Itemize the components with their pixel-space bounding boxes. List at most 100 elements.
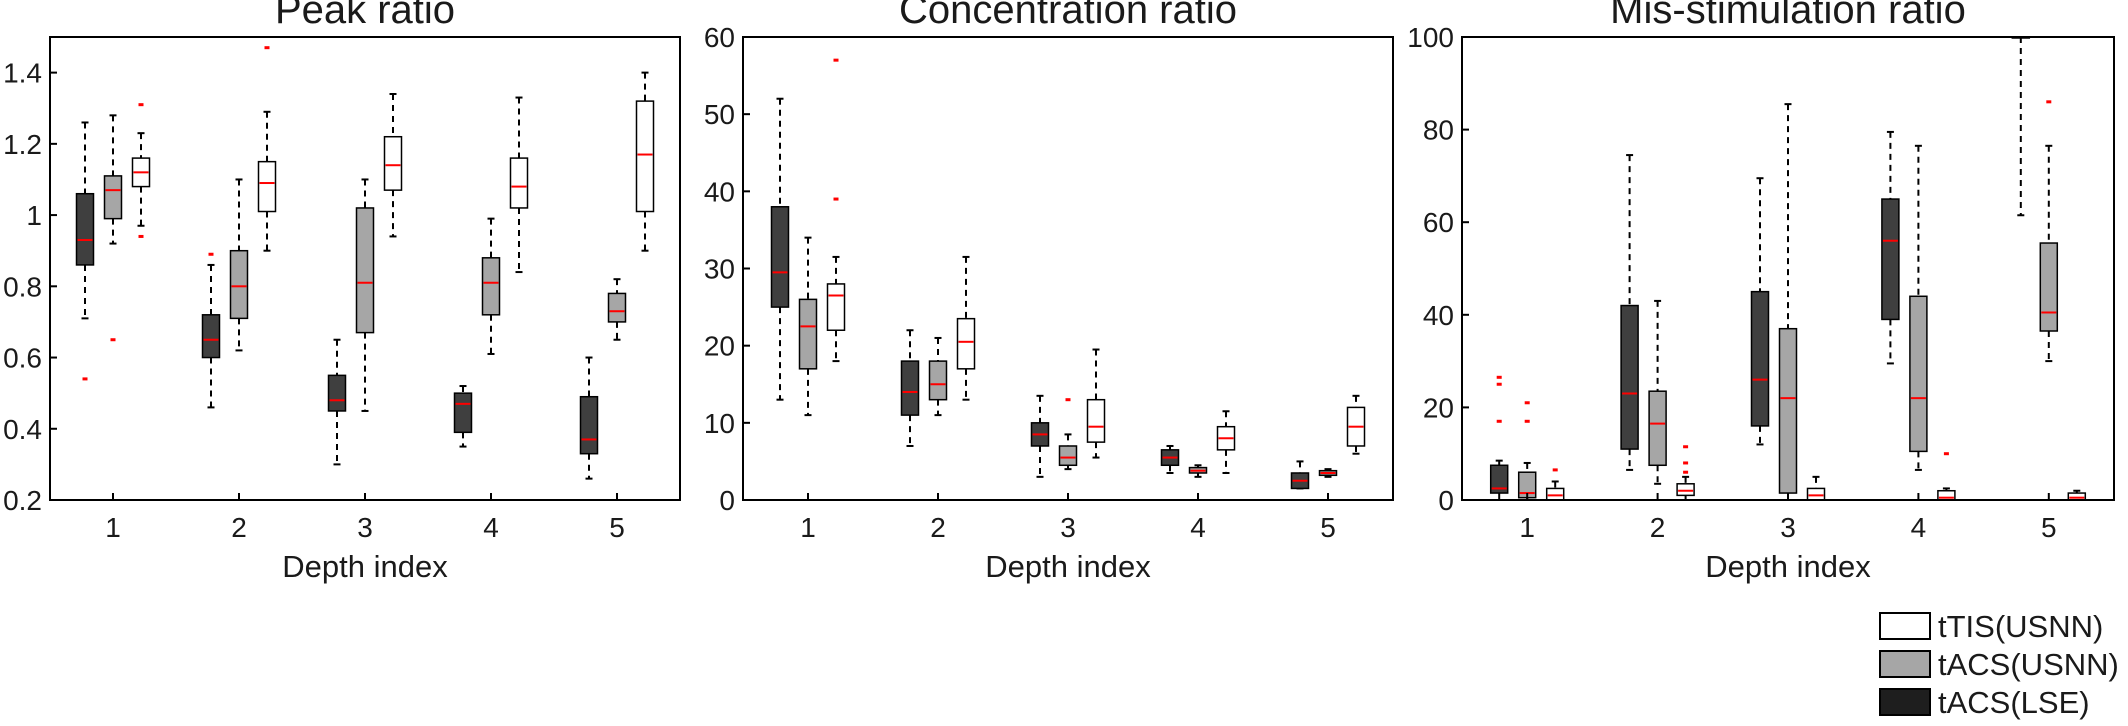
box-tacs-usnn-depth-3 xyxy=(1778,103,1798,501)
iqr-box xyxy=(1086,398,1106,443)
x-tick-label: 5 xyxy=(609,512,625,543)
iqr-box xyxy=(1881,198,1900,321)
x-tick-label: 2 xyxy=(1650,512,1666,543)
box-tacs-lse-depth-1 xyxy=(75,121,95,381)
box-ttis-usnn-depth-5 xyxy=(2067,489,2087,501)
iqr-box xyxy=(1676,483,1695,497)
legend-label: tACS(USNN) xyxy=(1938,647,2119,682)
box-ttis-usnn-depth-5 xyxy=(635,71,655,252)
box-tacs-usnn-depth-2 xyxy=(928,336,948,417)
box-ttis-usnn-depth-2 xyxy=(956,255,976,401)
x-tick-label: 3 xyxy=(1060,512,1076,543)
outlier-point xyxy=(833,197,839,201)
outlier-point xyxy=(82,377,88,381)
legend-label: tACS(LSE) xyxy=(1938,685,2090,720)
outlier-point xyxy=(1683,470,1689,474)
x-tick-label: 4 xyxy=(1911,512,1927,543)
x-tick-label: 3 xyxy=(1780,512,1796,543)
outlier-point xyxy=(208,252,214,256)
outlier-point xyxy=(138,103,144,107)
iqr-box xyxy=(2067,492,2087,501)
box-tacs-lse-depth-4 xyxy=(453,385,473,448)
box-tacs-usnn-depth-5 xyxy=(1318,468,1338,478)
panel-title: Mis-stimulation ratio xyxy=(1610,0,1966,32)
box-ttis-usnn-depth-3 xyxy=(1086,348,1106,459)
legend-item-ttis-usnn: tTIS(USNN) xyxy=(1879,609,2103,644)
outlier-point xyxy=(1683,445,1689,449)
y-tick-label: 60 xyxy=(1423,207,1454,238)
iqr-box xyxy=(1620,304,1639,450)
iqr-box xyxy=(103,175,123,220)
y-tick-label: 0 xyxy=(719,485,735,516)
legend-swatch xyxy=(1879,650,1931,678)
iqr-box xyxy=(1058,445,1078,467)
iqr-box xyxy=(635,100,655,213)
x-axis-label: Depth index xyxy=(282,549,448,584)
iqr-box xyxy=(1648,390,1667,467)
y-tick-label: 0.2 xyxy=(3,485,42,516)
box-tacs-lse-depth-3 xyxy=(1750,177,1770,446)
outlier-point xyxy=(1683,461,1689,465)
iqr-box xyxy=(928,360,948,401)
iqr-box xyxy=(1778,327,1798,494)
iqr-box xyxy=(257,160,277,213)
y-tick-label: 0.6 xyxy=(3,343,42,374)
axes-frame xyxy=(742,36,1394,501)
y-tick-label: 30 xyxy=(704,254,735,285)
box-tacs-lse-depth-2 xyxy=(1620,154,1639,471)
x-tick-label: 5 xyxy=(1320,512,1336,543)
outlier-point xyxy=(1496,375,1502,379)
y-tick-label: 20 xyxy=(704,331,735,362)
box-tacs-lse-depth-1 xyxy=(770,97,790,401)
box-ttis-usnn-depth-4 xyxy=(1216,410,1236,474)
iqr-box xyxy=(579,395,599,455)
x-tick-label: 1 xyxy=(105,512,121,543)
y-tick-label: 80 xyxy=(1423,115,1454,146)
box-ttis-usnn-depth-1 xyxy=(1545,468,1565,501)
y-tick-label: 1.4 xyxy=(3,58,42,89)
x-tick-label: 3 xyxy=(357,512,373,543)
y-tick-label: 0.4 xyxy=(3,414,42,445)
box-tacs-usnn-depth-5 xyxy=(607,278,627,341)
iqr-box xyxy=(607,292,627,323)
outlier-point xyxy=(1065,398,1071,402)
box-ttis-usnn-depth-3 xyxy=(1806,475,1826,501)
box-tacs-usnn-depth-2 xyxy=(1648,299,1667,485)
box-ttis-usnn-depth-5 xyxy=(1346,394,1366,455)
box-tacs-lse-depth-3 xyxy=(327,338,347,466)
x-axis-label: Depth index xyxy=(1705,549,1871,584)
iqr-box xyxy=(509,157,529,209)
iqr-box xyxy=(1489,464,1509,494)
box-tacs-lse-depth-2 xyxy=(900,329,920,447)
box-tacs-usnn-depth-1 xyxy=(798,236,818,417)
y-tick-label: 1.2 xyxy=(3,129,42,160)
box-tacs-usnn-depth-4 xyxy=(1188,464,1208,478)
iqr-box xyxy=(383,135,403,191)
y-tick-label: 40 xyxy=(1423,300,1454,331)
box-tacs-usnn-depth-4 xyxy=(1909,144,1928,471)
outlier-point xyxy=(1943,452,1949,456)
box-tacs-usnn-depth-3 xyxy=(1058,398,1078,471)
box-tacs-lse-depth-4 xyxy=(1881,130,1900,365)
box-tacs-lse-depth-5 xyxy=(2011,36,2031,217)
x-axis-label: Depth index xyxy=(985,549,1151,584)
iqr-box xyxy=(75,192,95,266)
x-tick-label: 5 xyxy=(2041,512,2057,543)
box-ttis-usnn-depth-4 xyxy=(1937,452,1956,501)
y-tick-label: 10 xyxy=(704,408,735,439)
iqr-box xyxy=(1750,290,1770,427)
box-tacs-lse-depth-3 xyxy=(1030,394,1050,478)
outlier-point xyxy=(1496,419,1502,423)
box-ttis-usnn-depth-1 xyxy=(131,103,151,238)
y-tick-label: 0.8 xyxy=(3,271,42,302)
outlier-point xyxy=(138,234,144,238)
box-tacs-usnn-depth-2 xyxy=(229,178,249,352)
x-tick-label: 2 xyxy=(231,512,247,543)
iqr-box xyxy=(229,249,249,320)
iqr-box xyxy=(1806,487,1826,501)
panel-concentration-ratio: Concentration ratio 0 10 20 30 40 50 60 1 2 3 4 5 Dep… xyxy=(704,0,1394,584)
box-tacs-usnn-depth-5 xyxy=(2039,100,2059,363)
box-tacs-lse-depth-5 xyxy=(1290,460,1310,490)
y-tick-label: 100 xyxy=(1407,22,1454,53)
